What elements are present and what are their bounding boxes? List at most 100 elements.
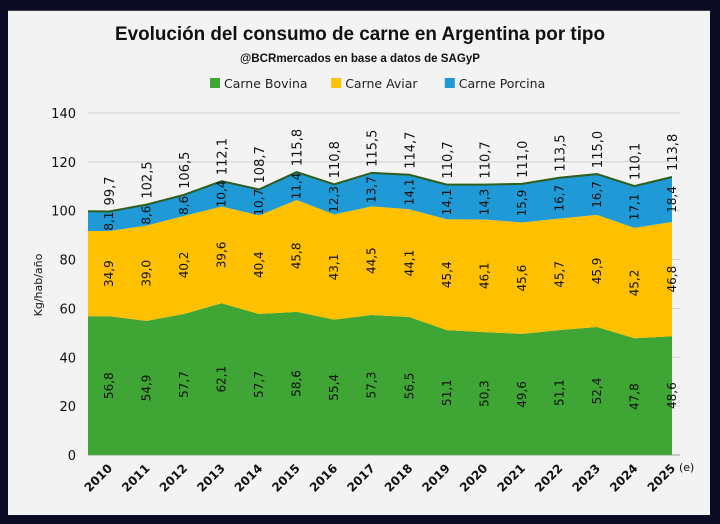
total-label: 99,7: [103, 176, 118, 205]
data-label: 45,6: [515, 265, 529, 292]
total-label: 114,7: [403, 132, 418, 169]
total-label: 102,5: [141, 161, 156, 198]
data-label: 13,7: [365, 176, 379, 203]
data-label: 58,6: [290, 370, 304, 397]
x-tick-label: 2022: [532, 461, 566, 495]
total-line: [87, 171, 673, 213]
x-annotation: (e): [679, 461, 694, 474]
data-label: 47,8: [627, 383, 641, 410]
data-label: 39,6: [215, 242, 229, 269]
data-label: 56,5: [402, 373, 416, 400]
total-label: 108,7: [253, 146, 268, 183]
total-label: 115,5: [366, 130, 381, 167]
data-label: 8,6: [140, 206, 154, 225]
data-label: 14,3: [477, 189, 491, 216]
data-label: 10,4: [215, 180, 229, 207]
data-label: 14,1: [402, 179, 416, 206]
total-label: 110,8: [328, 141, 343, 178]
y-tick-label: 0: [68, 449, 76, 464]
chart-title: Evolución del consumo de carne en Argent…: [115, 24, 605, 45]
area-carne-porcina: [88, 172, 672, 231]
x-tick-label: 2020: [457, 461, 491, 495]
legend-label: Carne Aviar: [345, 76, 418, 91]
data-label: 45,9: [590, 258, 604, 285]
data-label: 55,4: [327, 374, 341, 401]
data-label: 46,8: [665, 266, 679, 293]
data-label: 17,1: [627, 194, 641, 221]
y-tick-label: 40: [59, 351, 76, 366]
y-tick-label: 20: [59, 400, 76, 415]
legend-label: Carne Bovina: [224, 76, 308, 91]
data-label: 62,1: [215, 366, 229, 393]
data-label: 16,7: [552, 185, 566, 212]
data-label: 34,9: [102, 260, 116, 287]
total-label: 110,7: [441, 141, 456, 178]
data-label: 48,6: [665, 382, 679, 409]
x-tick-label: 2014: [232, 461, 266, 495]
data-label: 8,6: [177, 196, 191, 215]
data-label: 15,9: [515, 190, 529, 217]
y-tick-label: 140: [51, 107, 76, 122]
y-tick-label: 60: [59, 302, 76, 317]
x-tick-label: 2016: [307, 461, 341, 495]
x-tick-label: 2015: [269, 461, 303, 495]
data-label: 44,5: [365, 247, 379, 274]
data-label: 12,3: [327, 186, 341, 213]
data-label: 18,4: [665, 186, 679, 213]
data-label: 8,1: [102, 212, 116, 231]
x-tick-label: 2013: [194, 461, 228, 495]
area-carne-bovina: [88, 303, 672, 455]
data-label: 57,3: [365, 372, 379, 399]
x-tick-label: 2010: [82, 461, 116, 495]
data-label: 45,8: [290, 243, 304, 270]
total-label: 113,5: [553, 135, 568, 172]
data-label: 45,7: [552, 261, 566, 288]
chart-subtitle: @BCRmercados en base a datos de SAGyP: [240, 51, 480, 65]
y-tick-label: 120: [51, 156, 76, 171]
x-tick-label: 2019: [419, 461, 453, 495]
data-label: 16,7: [590, 181, 604, 208]
data-label: 46,1: [477, 262, 491, 289]
x-tick-label: 2021: [494, 461, 528, 495]
y-axis-label: Kg/hab/año: [32, 253, 45, 316]
data-label: 43,1: [327, 254, 341, 281]
total-label: 111,0: [516, 141, 531, 178]
area-carne-aviar: [88, 199, 672, 339]
data-label: 44,1: [402, 250, 416, 277]
legend-swatch: [444, 78, 455, 88]
legend-swatch: [331, 78, 342, 88]
y-tick-label: 80: [59, 254, 76, 269]
x-tick-label: 2024: [607, 461, 641, 495]
total-label: 115,0: [591, 131, 606, 168]
total-label: 110,1: [628, 143, 643, 180]
data-label: 40,2: [177, 252, 191, 279]
data-label: 50,3: [477, 380, 491, 407]
legend-label: Carne Porcina: [459, 76, 545, 91]
x-tick-label: 2017: [344, 461, 378, 495]
total-label: 113,8: [666, 134, 681, 171]
data-label: 14,1: [440, 189, 454, 216]
data-label: 45,2: [627, 270, 641, 297]
legend: Carne Bovina Carne Aviar Carne Porcina: [210, 76, 545, 91]
data-label: 39,0: [140, 260, 154, 287]
x-tick-label: 2018: [382, 461, 416, 495]
x-tick-label: 2023: [570, 461, 604, 495]
total-label: 106,5: [178, 152, 193, 189]
data-label: 45,4: [440, 261, 454, 288]
data-label: 40,4: [252, 251, 266, 278]
data-label: 57,7: [252, 371, 266, 398]
total-label: 112,1: [216, 138, 231, 175]
y-tick-label: 100: [51, 205, 76, 220]
data-label: 57,7: [177, 371, 191, 398]
total-label: 110,7: [478, 141, 493, 178]
data-label: 51,1: [440, 379, 454, 406]
legend-swatch: [210, 78, 220, 88]
x-tick-label: 2012: [157, 461, 191, 495]
x-tick-label: 2011: [119, 461, 153, 495]
data-label: 51,1: [552, 379, 566, 406]
data-label: 56,8: [102, 372, 116, 399]
data-label: 49,6: [515, 381, 529, 408]
x-tick-label: 2025: [645, 461, 679, 495]
data-label: 52,4: [590, 378, 604, 405]
